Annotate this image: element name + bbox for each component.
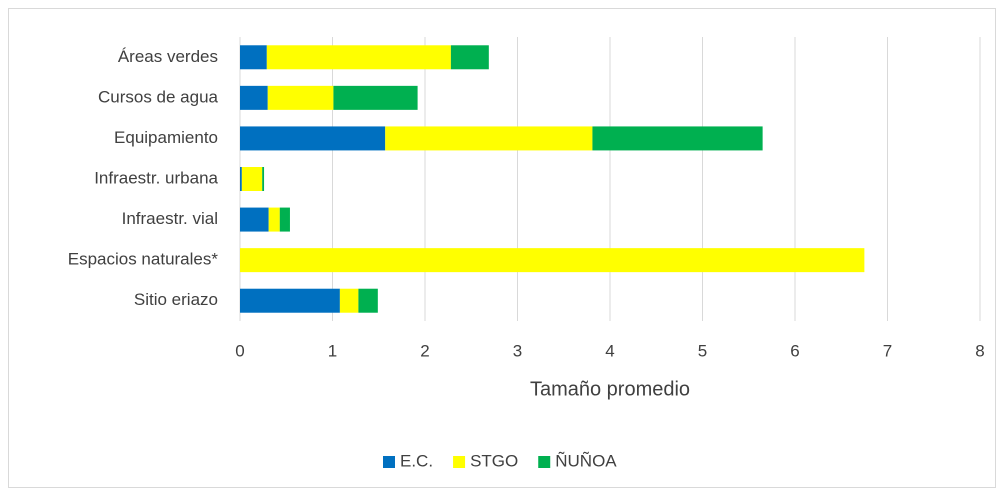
bar-segment (385, 126, 593, 151)
bar-segment (240, 126, 386, 151)
legend-swatch (538, 456, 551, 468)
bar-segment (262, 167, 265, 191)
x-tick-label: 8 (975, 341, 984, 360)
legend-label: STGO (470, 451, 518, 470)
x-axis-title: Tamaño promedio (530, 378, 690, 400)
bar-segment (267, 85, 334, 110)
bar-segment (240, 248, 865, 273)
bar-segment (339, 288, 359, 313)
bar-segment (592, 126, 763, 151)
y-tick-label: Infraestr. vial (122, 209, 218, 228)
legend-swatch (453, 456, 466, 468)
bar-segment (358, 288, 378, 313)
x-tick-label: 2 (420, 341, 429, 360)
bar-segment (240, 207, 269, 232)
bar-segment (333, 85, 418, 110)
x-tick-label: 5 (698, 341, 707, 360)
x-tick-label: 0 (235, 341, 244, 360)
bar-segment (266, 45, 451, 70)
y-tick-label: Áreas verdes (118, 47, 218, 66)
bar-segment (240, 85, 268, 110)
y-tick-label: Espacios naturales* (68, 250, 219, 269)
x-tick-label: 7 (883, 341, 892, 360)
bar-segment (450, 45, 489, 70)
y-tick-label: Sitio eriazo (134, 290, 218, 309)
bar-segment (268, 207, 280, 232)
y-tick-label: Equipamiento (114, 128, 218, 147)
bar-segment (279, 207, 290, 232)
x-tick-label: 1 (328, 341, 337, 360)
bar-segment (241, 167, 263, 191)
legend-swatch (383, 456, 395, 468)
y-tick-label: Infraestr. urbana (94, 168, 218, 187)
bar-segment (240, 288, 340, 313)
bar-segment (240, 45, 267, 70)
chart-frame (8, 8, 996, 488)
x-tick-label: 4 (605, 341, 614, 360)
bar-segment (240, 167, 242, 191)
x-tick-label: 6 (790, 341, 799, 360)
legend-label: E.C. (400, 451, 433, 470)
x-tick-label: 3 (513, 341, 522, 360)
y-tick-label: Cursos de agua (98, 87, 219, 106)
legend-label: ÑUÑOA (555, 451, 617, 470)
